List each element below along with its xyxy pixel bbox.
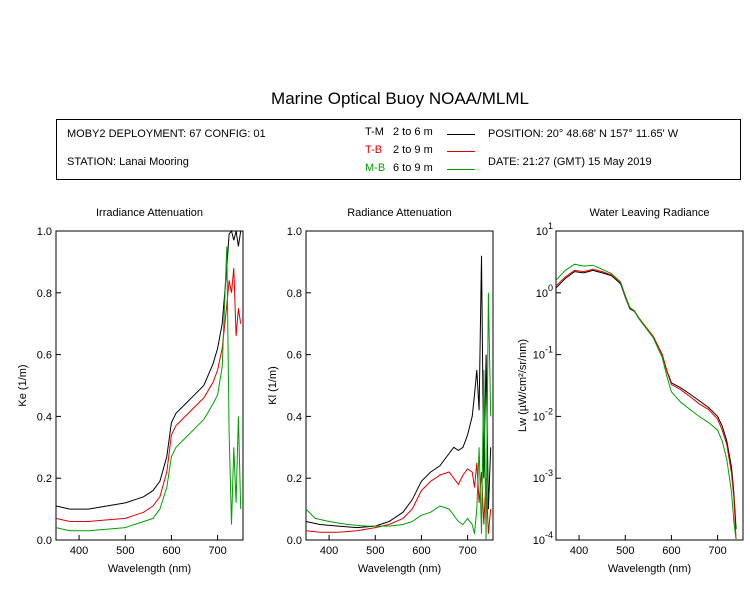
- chart3-x-tick-label: 400: [570, 545, 588, 557]
- chart2-x-axis-label: Wavelength (nm): [358, 563, 441, 575]
- chart3-y-tick-label: 100: [536, 283, 553, 300]
- legend-name-tb: T-B: [365, 144, 383, 156]
- chart2-y-tick-label: 0.6: [287, 350, 302, 362]
- info-box: MOBY2 DEPLOYMENT: 67 CONFIG: 01 STATION:…: [56, 119, 741, 180]
- chart1-y-tick-label: 0.6: [37, 350, 52, 362]
- chart2-series-m-b: [305, 292, 492, 541]
- chart1-series-t-b: [55, 268, 242, 522]
- chart2-title: Radiance Attenuation: [347, 207, 452, 219]
- chart2-y-axis-label: Kl (1/m): [267, 366, 279, 405]
- chart2-series-t-m: [305, 255, 492, 529]
- legend-name-mb: M-B: [365, 162, 386, 174]
- chart3-y-tick-label: 10-3: [533, 468, 553, 485]
- chart1-y-axis-label: Ke (1/m): [17, 364, 29, 406]
- chart3-y-tick-label: 10-2: [533, 406, 553, 423]
- legend-name-tm: T-M: [365, 126, 384, 138]
- chart1-title: Irradiance Attenuation: [96, 207, 203, 219]
- chart3-series-t-b: [555, 268, 737, 541]
- chart2-y-tick-label: 0.2: [287, 473, 302, 485]
- chart2-plot-frame: [305, 230, 494, 541]
- legend-range-mb: 6 to 9 m: [393, 162, 433, 174]
- chart3-y-tick-label: 10-4: [533, 530, 553, 547]
- chart3-x-axis-label: Wavelength (nm): [608, 563, 691, 575]
- position-text: POSITION: 20° 48.68' N 157° 11.65' W: [488, 128, 679, 140]
- chart1-y-tick-label: 1.0: [37, 226, 52, 238]
- legend-range-tb: 2 to 9 m: [393, 144, 433, 156]
- page-title: Marine Optical Buoy NOAA/MLML: [271, 89, 529, 108]
- deployment-text: MOBY2 DEPLOYMENT: 67 CONFIG: 01: [67, 128, 266, 140]
- chart3-x-tick-label: 600: [662, 545, 680, 557]
- chart1-x-tick-label: 700: [208, 545, 226, 557]
- chart3-y-axis-label: Lw (µW/cm²/sr/nm): [517, 339, 529, 432]
- chart3-y-tick-label: 10-1: [533, 345, 553, 362]
- station-text: STATION: Lanai Mooring: [67, 156, 189, 168]
- chart2-y-tick-label: 0.8: [287, 288, 302, 300]
- chart2-x-tick-label: 400: [320, 545, 338, 557]
- chart3-x-tick-label: 500: [616, 545, 634, 557]
- chart3-series-t-m: [555, 269, 737, 530]
- legend-range-tm: 2 to 6 m: [393, 126, 433, 138]
- legend-line-mb: [447, 169, 475, 170]
- chart2-y-tick-label: 0.4: [287, 411, 302, 423]
- chart3-y-tick-label: 101: [536, 221, 553, 238]
- chart3-x-tick-label: 700: [708, 545, 726, 557]
- legend-line-tb: [447, 151, 475, 152]
- chart3-plot-frame: [555, 230, 744, 541]
- chart1-series-m-b: [55, 246, 242, 532]
- chart1-x-tick-label: 400: [70, 545, 88, 557]
- chart3-title: Water Leaving Radiance: [589, 207, 709, 219]
- chart1-y-tick-label: 0.4: [37, 411, 52, 423]
- chart2-series-t-b: [305, 462, 492, 534]
- chart1-y-tick-label: 0.0: [37, 535, 52, 547]
- legend-line-tm: [447, 134, 475, 135]
- chart2-y-tick-label: 1.0: [287, 226, 302, 238]
- date-text: DATE: 21:27 (GMT) 15 May 2019: [488, 156, 652, 168]
- chart1-x-tick-label: 500: [116, 545, 134, 557]
- chart3-series-m-b: [555, 263, 737, 541]
- chart1-plot-frame: [55, 230, 244, 541]
- chart2-x-tick-label: 500: [366, 545, 384, 557]
- chart1-series-t-m: [55, 229, 242, 510]
- chart1-x-axis-label: Wavelength (nm): [108, 563, 191, 575]
- chart2-x-tick-label: 700: [458, 545, 476, 557]
- chart1-y-tick-label: 0.8: [37, 288, 52, 300]
- chart1-y-tick-label: 0.2: [37, 473, 52, 485]
- chart1-x-tick-label: 600: [162, 545, 180, 557]
- chart2-x-tick-label: 600: [412, 545, 430, 557]
- chart2-y-tick-label: 0.0: [287, 535, 302, 547]
